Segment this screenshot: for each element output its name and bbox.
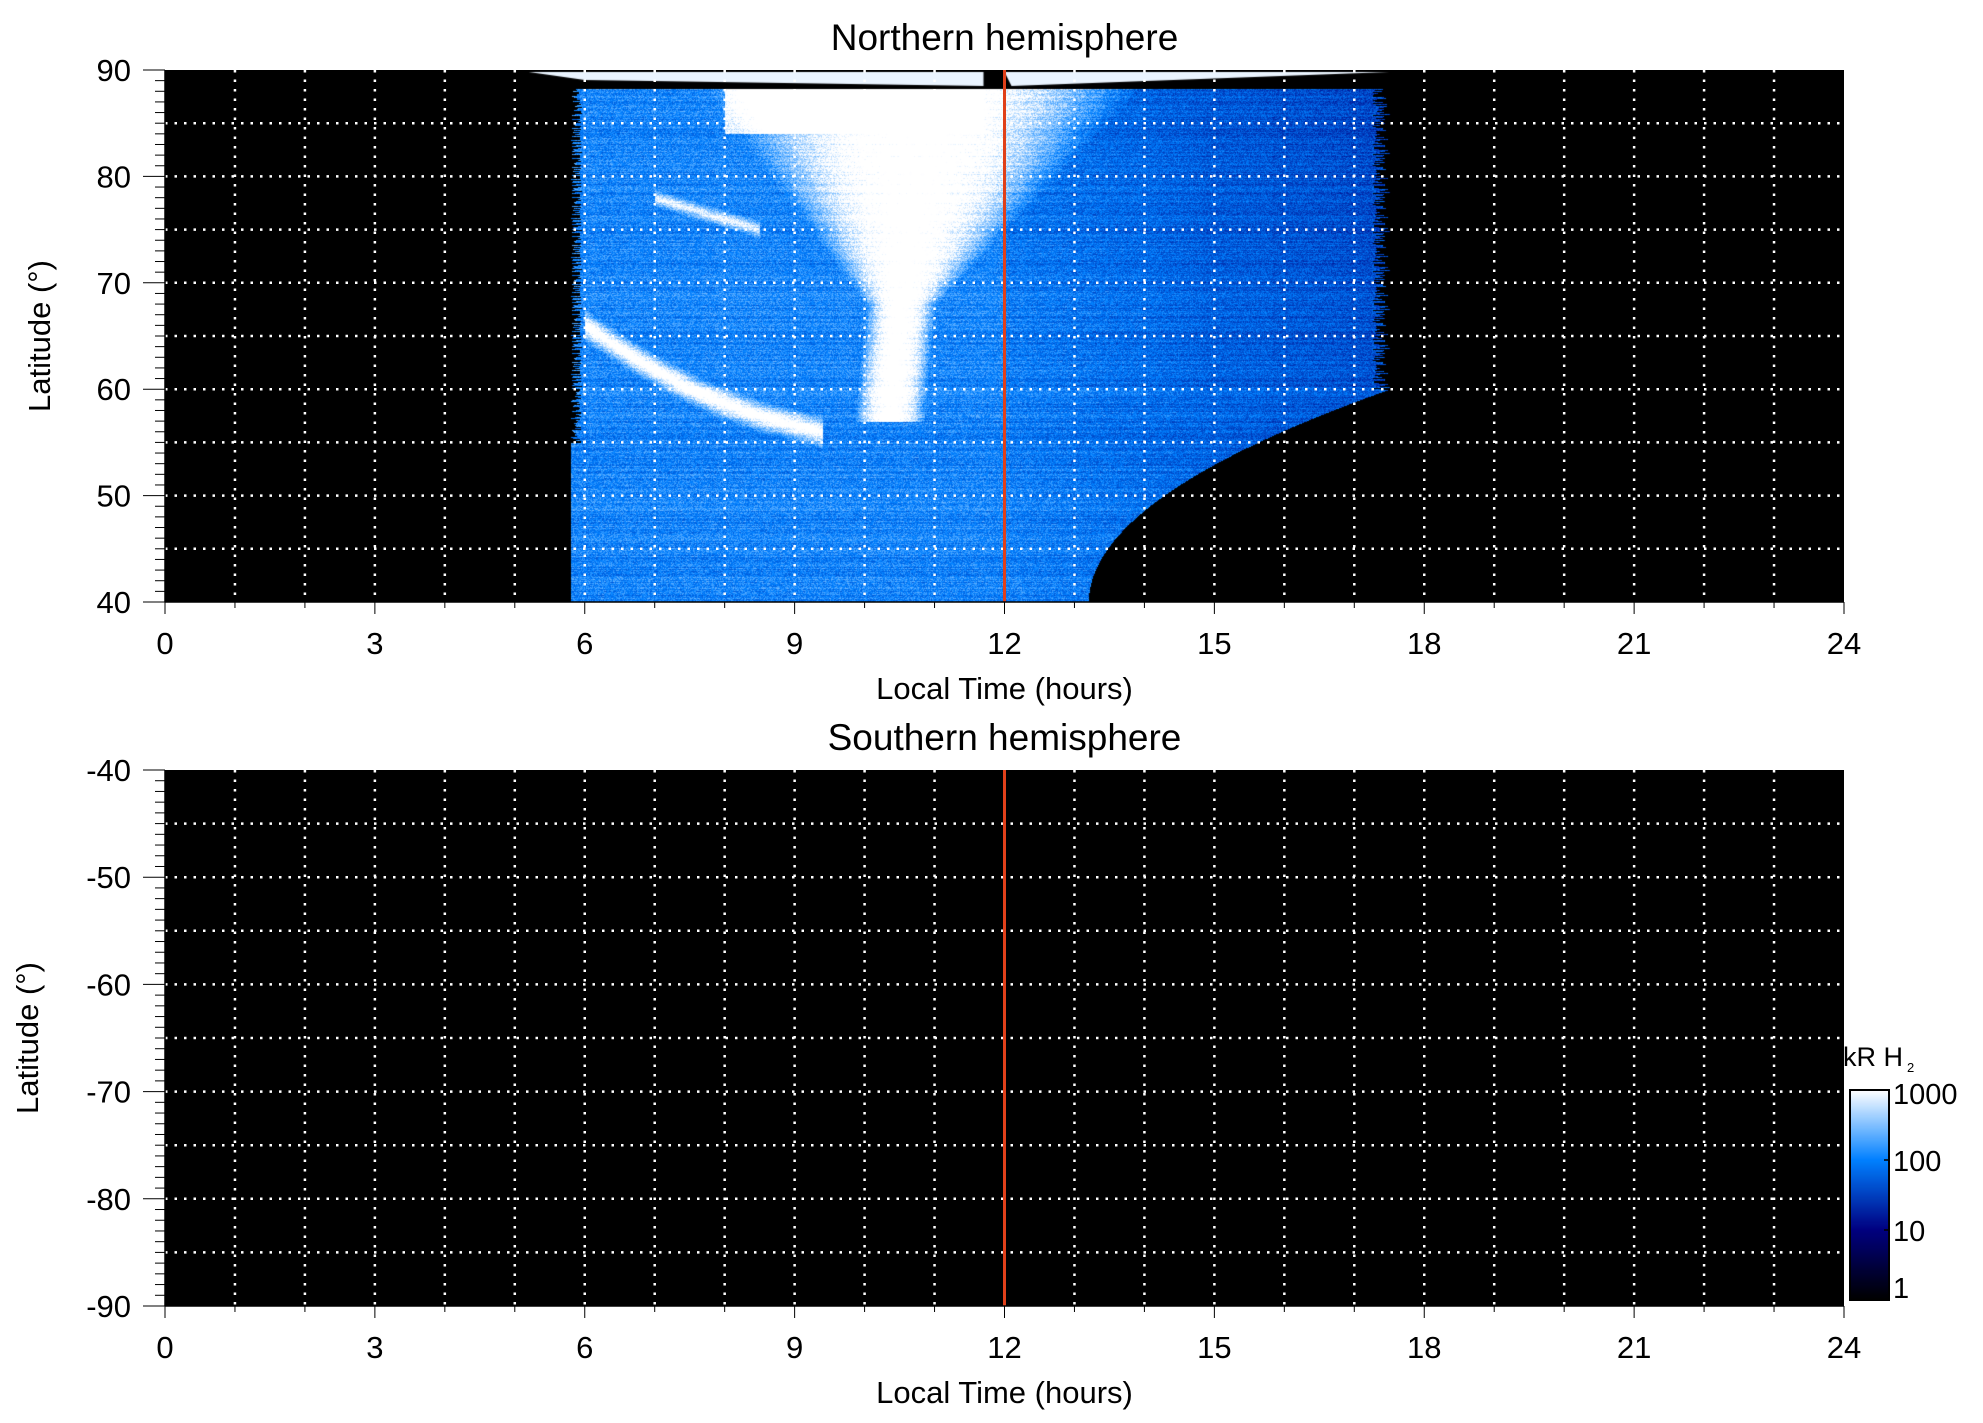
y-tick-label: -80: [86, 1182, 131, 1217]
y-tick-label: 90: [97, 53, 131, 88]
y-tick-label: -40: [86, 753, 131, 788]
y-tick-label: 40: [97, 585, 131, 620]
x-tick-label: 18: [1407, 1330, 1441, 1365]
y-tick-label: 50: [97, 479, 131, 514]
colorbar-label-subscript: 2: [1907, 1060, 1914, 1075]
y-tick-label: 80: [97, 159, 131, 194]
y-tick-label: 70: [97, 266, 131, 301]
x-tick-label: 15: [1197, 626, 1231, 661]
colorbar-tick-label: 1000: [1893, 1079, 1958, 1111]
x-tick-label: 6: [576, 1330, 593, 1365]
x-tick-label: 21: [1617, 1330, 1651, 1365]
x-tick-label: 0: [156, 626, 173, 661]
chart-title: Northern hemisphere: [831, 17, 1179, 58]
chart-title: Southern hemisphere: [828, 717, 1182, 758]
colorbar-tick-label: 100: [1893, 1146, 1941, 1178]
y-tick-label: 60: [97, 372, 131, 407]
x-tick-label: 21: [1617, 626, 1651, 661]
x-tick-label: 24: [1827, 1330, 1861, 1365]
colorbar-frame: [1849, 1089, 1890, 1301]
x-axis-label: Local Time (hours): [876, 1375, 1133, 1410]
x-tick-label: 9: [786, 626, 803, 661]
x-tick-label: 15: [1197, 1330, 1231, 1365]
y-tick-label: -50: [86, 860, 131, 895]
colorbar-tick-label: 10: [1893, 1216, 1925, 1248]
north-axes: [143, 69, 1845, 614]
colorbar-label-main: kR H: [1843, 1042, 1903, 1072]
south-axes: [143, 769, 1845, 1318]
y-tick-label: -70: [86, 1075, 131, 1110]
x-tick-label: 18: [1407, 626, 1441, 661]
x-axis-label: Local Time (hours): [876, 671, 1133, 706]
x-tick-label: 24: [1827, 626, 1861, 661]
x-tick-label: 12: [987, 1330, 1021, 1365]
y-axis-label: Latitude (°): [22, 260, 57, 412]
y-tick-label: -90: [86, 1289, 131, 1324]
x-tick-label: 9: [786, 1330, 803, 1365]
colorbar-gradient: [1850, 1090, 1889, 1300]
x-tick-label: 6: [576, 626, 593, 661]
y-axis-label: Latitude (°): [10, 962, 45, 1114]
x-tick-label: 12: [987, 626, 1021, 661]
x-tick-label: 3: [366, 1330, 383, 1365]
x-tick-label: 3: [366, 626, 383, 661]
colorbar-tick-label: 1: [1893, 1273, 1909, 1305]
x-tick-label: 0: [156, 1330, 173, 1365]
y-tick-label: -60: [86, 967, 131, 1002]
